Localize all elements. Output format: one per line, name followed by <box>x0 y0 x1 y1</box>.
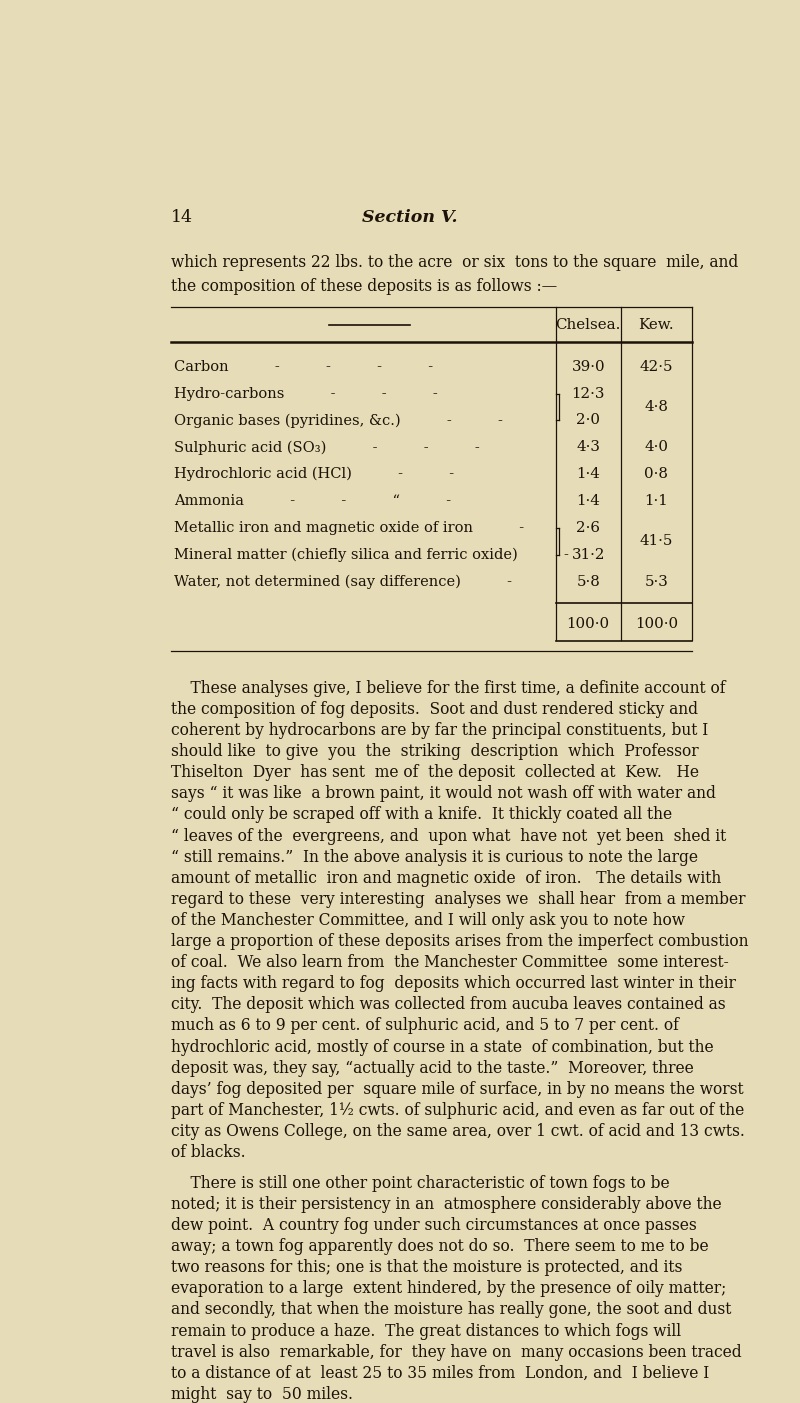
Text: city as Owens College, on the same area, over 1 cwt. of acid and 13 cwts.: city as Owens College, on the same area,… <box>171 1122 745 1141</box>
Text: Thiselton  Dyer  has sent  me of  the deposit  collected at  Kew.   He: Thiselton Dyer has sent me of the deposi… <box>171 765 699 781</box>
Text: 0·8: 0·8 <box>645 467 669 481</box>
Text: much as 6 to 9 per cent. of sulphuric acid, and 5 to 7 per cent. of: much as 6 to 9 per cent. of sulphuric ac… <box>171 1017 679 1034</box>
Text: There is still one other point characteristic of town fogs to be: There is still one other point character… <box>171 1174 670 1191</box>
Text: of blacks.: of blacks. <box>171 1143 246 1162</box>
Text: 5·8: 5·8 <box>576 575 600 589</box>
Text: travel is also  remarkable, for  they have on  many occasions been traced: travel is also remarkable, for they have… <box>171 1344 742 1361</box>
Text: large a proportion of these deposits arises from the imperfect combustion: large a proportion of these deposits ari… <box>171 933 749 950</box>
Text: 1·1: 1·1 <box>645 494 668 508</box>
Text: evaporation to a large  extent hindered, by the presence of oily matter;: evaporation to a large extent hindered, … <box>171 1281 726 1298</box>
Text: 41·5: 41·5 <box>640 535 673 549</box>
Text: 1·4: 1·4 <box>576 494 600 508</box>
Text: deposit was, they say, “actually acid to the taste.”  Moreover, three: deposit was, they say, “actually acid to… <box>171 1059 694 1076</box>
Text: 31·2: 31·2 <box>571 547 605 561</box>
Text: which represents 22 lbs. to the acre  or six  tons to the square  mile, and: which represents 22 lbs. to the acre or … <box>171 254 738 271</box>
Text: regard to these  very interesting  analyses we  shall hear  from a member: regard to these very interesting analyse… <box>171 891 746 908</box>
Text: Mineral matter (chiefly silica and ferric oxide)          -: Mineral matter (chiefly silica and ferri… <box>174 547 570 563</box>
Text: 4·3: 4·3 <box>576 441 600 455</box>
Text: part of Manchester, 1½ cwts. of sulphuric acid, and even as far out of the: part of Manchester, 1½ cwts. of sulphuri… <box>171 1101 745 1120</box>
Text: two reasons for this; one is that the moisture is protected, and its: two reasons for this; one is that the mo… <box>171 1260 682 1277</box>
Text: Hydro-carbons          -          -          -: Hydro-carbons - - - <box>174 387 438 401</box>
Text: 2·6: 2·6 <box>576 521 600 535</box>
Text: the composition of fog deposits.  Soot and dust rendered sticky and: the composition of fog deposits. Soot an… <box>171 702 698 718</box>
Text: Organic bases (pyridines, &c.)          -          -: Organic bases (pyridines, &c.) - - <box>174 414 503 428</box>
Text: 100·0: 100·0 <box>635 617 678 631</box>
Text: Metallic iron and magnetic oxide of iron          -: Metallic iron and magnetic oxide of iron… <box>174 521 525 535</box>
Text: 4·0: 4·0 <box>645 441 669 455</box>
Text: coherent by hydrocarbons are by far the principal constituents, but I: coherent by hydrocarbons are by far the … <box>171 723 709 739</box>
Text: might  say to  50 miles.: might say to 50 miles. <box>171 1386 354 1403</box>
Text: 5·3: 5·3 <box>645 575 668 589</box>
Text: “ still remains.”  In the above analysis it is curious to note the large: “ still remains.” In the above analysis … <box>171 849 698 866</box>
Text: Kew.: Kew. <box>638 317 674 331</box>
Text: Ammonia          -          -          “          -: Ammonia - - “ - <box>174 494 451 508</box>
Text: “ could only be scraped off with a knife.  It thickly coated all the: “ could only be scraped off with a knife… <box>171 807 673 824</box>
Text: These analyses give, I believe for the first time, a definite account of: These analyses give, I believe for the f… <box>171 680 726 697</box>
Text: 14: 14 <box>171 209 194 226</box>
Text: away; a town fog apparently does not do so.  There seem to me to be: away; a town fog apparently does not do … <box>171 1237 709 1256</box>
Text: amount of metallic  iron and magnetic oxide  of iron.   The details with: amount of metallic iron and magnetic oxi… <box>171 870 722 887</box>
Text: Section V.: Section V. <box>362 209 458 226</box>
Text: hydrochloric acid, mostly of course in a state  of combination, but the: hydrochloric acid, mostly of course in a… <box>171 1038 714 1055</box>
Text: of coal.  We also learn from  the Manchester Committee  some interest-: of coal. We also learn from the Manchest… <box>171 954 729 971</box>
Text: Water, not determined (say difference)          -: Water, not determined (say difference) - <box>174 574 512 589</box>
Text: 12·3: 12·3 <box>571 387 605 401</box>
Text: Carbon          -          -          -          -: Carbon - - - - <box>174 359 434 373</box>
Text: 4·8: 4·8 <box>645 400 669 414</box>
Text: to a distance of at  least 25 to 35 miles from  London, and  I believe I: to a distance of at least 25 to 35 miles… <box>171 1365 710 1382</box>
Text: Sulphuric acid (SO₃)          -          -          -: Sulphuric acid (SO₃) - - - <box>174 441 480 455</box>
Text: “ leaves of the  evergreens, and  upon what  have not  yet been  shed it: “ leaves of the evergreens, and upon wha… <box>171 828 726 845</box>
Text: 1·4: 1·4 <box>576 467 600 481</box>
Text: Chelsea.: Chelsea. <box>555 317 621 331</box>
Text: 100·0: 100·0 <box>566 617 610 631</box>
Text: should like  to give  you  the  striking  description  which  Professor: should like to give you the striking des… <box>171 744 699 760</box>
Text: 42·5: 42·5 <box>640 359 673 373</box>
Text: noted; it is their persistency in an  atmosphere considerably above the: noted; it is their persistency in an atm… <box>171 1195 722 1214</box>
Text: and secondly, that when the moisture has really gone, the soot and dust: and secondly, that when the moisture has… <box>171 1302 732 1319</box>
Text: city.  The deposit which was collected from aucuba leaves contained as: city. The deposit which was collected fr… <box>171 996 726 1013</box>
Text: the composition of these deposits is as follows :—: the composition of these deposits is as … <box>171 278 558 295</box>
Text: Hydrochloric acid (HCl)          -          -: Hydrochloric acid (HCl) - - <box>174 467 454 481</box>
Text: says “ it was like  a brown paint, it would not wash off with water and: says “ it was like a brown paint, it wou… <box>171 786 716 803</box>
Text: 39·0: 39·0 <box>571 359 605 373</box>
Text: of the Manchester Committee, and I will only ask you to note how: of the Manchester Committee, and I will … <box>171 912 686 929</box>
Text: days’ fog deposited per  square mile of surface, in by no means the worst: days’ fog deposited per square mile of s… <box>171 1080 744 1097</box>
Text: 2·0: 2·0 <box>576 414 600 428</box>
Text: dew point.  A country fog under such circumstances at once passes: dew point. A country fog under such circ… <box>171 1216 697 1235</box>
Text: ing facts with regard to fog  deposits which occurred last winter in their: ing facts with regard to fog deposits wh… <box>171 975 736 992</box>
Text: remain to produce a haze.  The great distances to which fogs will: remain to produce a haze. The great dist… <box>171 1323 682 1340</box>
